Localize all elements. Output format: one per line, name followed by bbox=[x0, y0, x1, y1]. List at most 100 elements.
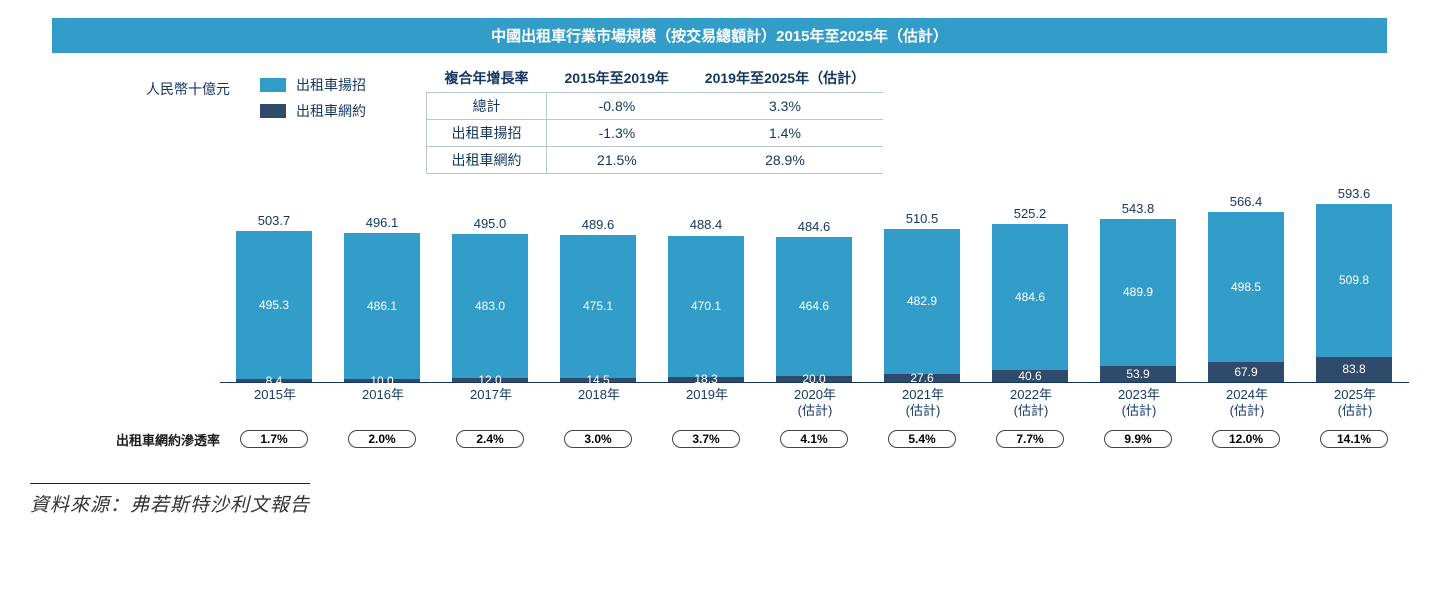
penetration-pill: 14.1% bbox=[1320, 430, 1388, 448]
growth-row-c2: 28.9% bbox=[687, 147, 883, 174]
penetration-cell: 3.0% bbox=[544, 430, 652, 448]
bar-slot: 488.4 18.3470.1 bbox=[652, 202, 760, 382]
bar-stack: 14.5475.1 bbox=[560, 235, 636, 382]
bar-total-label: 484.6 bbox=[760, 219, 868, 234]
growth-col-2: 2019年至2025年（估計） bbox=[687, 65, 883, 93]
bar-stack: 12.0483.0 bbox=[452, 234, 528, 382]
bar-stack: 67.9498.5 bbox=[1208, 212, 1284, 382]
bar-segment-hail: 498.5 bbox=[1208, 212, 1284, 362]
bar-segment-online: 27.6 bbox=[884, 374, 960, 382]
source-separator bbox=[30, 483, 310, 484]
bar-stack: 53.9489.9 bbox=[1100, 219, 1176, 382]
bar-segment-online: 67.9 bbox=[1208, 362, 1284, 382]
growth-row-c1: -0.8% bbox=[547, 93, 687, 120]
xaxis-label: 2017年 bbox=[437, 387, 545, 420]
growth-row-name: 總計 bbox=[427, 93, 547, 120]
bar-segment-online: 10.0 bbox=[344, 379, 420, 382]
penetration-cell: 2.0% bbox=[328, 430, 436, 448]
growth-row-name: 出租車網約 bbox=[427, 147, 547, 174]
xaxis-label: 2023年(估計) bbox=[1085, 387, 1193, 420]
bar-slot: 495.012.0483.0 bbox=[436, 202, 544, 382]
legend-label-online: 出租車網約 bbox=[296, 101, 366, 121]
xaxis-label: 2019年 bbox=[653, 387, 761, 420]
bar-total-label: 510.5 bbox=[868, 211, 976, 226]
penetration-label: 出租車網約滲透率 bbox=[30, 430, 220, 449]
penetration-cell: 4.1% bbox=[760, 430, 868, 448]
bar-slot: 510.5 27.6482.9 bbox=[868, 202, 976, 382]
penetration-pill: 3.7% bbox=[672, 430, 740, 448]
growth-col-metric: 複合年增長率 bbox=[427, 65, 547, 93]
bar-slot: 489.6 14.5475.1 bbox=[544, 202, 652, 382]
penetration-cell: 5.4% bbox=[868, 430, 976, 448]
bar-total-label: 503.7 bbox=[220, 213, 328, 228]
bar-stack: 18.3470.1 bbox=[668, 236, 744, 383]
bar-stack: 10.0486.1 bbox=[344, 233, 420, 382]
xaxis-label: 2022年(估計) bbox=[977, 387, 1085, 420]
upper-row: 人民幣十億元 出租車揚招 出租車網約 複合年增長率 2015年至2019年 20… bbox=[30, 65, 1409, 174]
bar-total-label: 525.2 bbox=[976, 206, 1084, 221]
bar-slot: 525.2 40.6484.6 bbox=[976, 202, 1084, 382]
bar-slot: 484.6 20.0464.6 bbox=[760, 202, 868, 382]
legend-item-online: 出租車網約 bbox=[260, 101, 366, 121]
xaxis-label: 2020年(估計) bbox=[761, 387, 869, 420]
bar-stack: 83.8509.8 bbox=[1316, 204, 1392, 382]
bar-total-label: 489.6 bbox=[544, 217, 652, 232]
xaxis-label: 2021年(估計) bbox=[869, 387, 977, 420]
penetration-pill: 9.9% bbox=[1104, 430, 1172, 448]
bar-segment-online: 83.8 bbox=[1316, 357, 1392, 382]
penetration-cell: 7.7% bbox=[976, 430, 1084, 448]
bar-segment-hail: 486.1 bbox=[344, 233, 420, 379]
growth-row-c1: 21.5% bbox=[547, 147, 687, 174]
penetration-pill: 12.0% bbox=[1212, 430, 1280, 448]
bar-segment-hail: 470.1 bbox=[668, 236, 744, 377]
growth-row-c2: 1.4% bbox=[687, 120, 883, 147]
penetration-pill: 7.7% bbox=[996, 430, 1064, 448]
penetration-pill: 1.7% bbox=[240, 430, 308, 448]
bar-slot: 543.8 53.9489.9 bbox=[1084, 202, 1192, 382]
bar-segment-online: 12.0 bbox=[452, 378, 528, 382]
bar-stack: 8.4495.3 bbox=[236, 231, 312, 382]
bar-segment-online: 18.3 bbox=[668, 377, 744, 382]
bar-segment-hail: 482.9 bbox=[884, 229, 960, 374]
penetration-cell: 14.1% bbox=[1300, 430, 1408, 448]
legend: 出租車揚招 出租車網約 bbox=[260, 65, 366, 121]
penetration-cell: 2.4% bbox=[436, 430, 544, 448]
bar-segment-hail: 483.0 bbox=[452, 234, 528, 379]
penetration-pill: 3.0% bbox=[564, 430, 632, 448]
growth-row-name: 出租車揚招 bbox=[427, 120, 547, 147]
bar-segment-online: 8.4 bbox=[236, 379, 312, 382]
legend-item-hail: 出租車揚招 bbox=[260, 75, 366, 95]
xaxis-label: 2016年 bbox=[329, 387, 437, 420]
growth-row-c2: 3.3% bbox=[687, 93, 883, 120]
penetration-cell: 1.7% bbox=[220, 430, 328, 448]
bar-segment-hail: 489.9 bbox=[1100, 219, 1176, 366]
penetration-pill: 2.4% bbox=[456, 430, 524, 448]
bar-segment-online: 40.6 bbox=[992, 370, 1068, 382]
bar-total-label: 488.4 bbox=[652, 217, 760, 232]
penetration-cell: 9.9% bbox=[1084, 430, 1192, 448]
bar-slot: 496.1 10.0486.1 bbox=[328, 202, 436, 382]
bar-segment-online: 14.5 bbox=[560, 378, 636, 382]
xaxis-label: 2024年(估計) bbox=[1193, 387, 1301, 420]
xaxis-label: 2018年 bbox=[545, 387, 653, 420]
source-text: 資料來源：弗若斯特沙利文報告 bbox=[30, 490, 1409, 517]
bar-segment-online: 20.0 bbox=[776, 376, 852, 382]
bar-stack: 20.0464.6 bbox=[776, 237, 852, 382]
bar-total-label: 566.4 bbox=[1192, 194, 1300, 209]
bar-slot: 566.467.9498.5 bbox=[1192, 202, 1300, 382]
bar-slot: 593.683.8509.8 bbox=[1300, 202, 1408, 382]
penetration-pill: 2.0% bbox=[348, 430, 416, 448]
bar-segment-online: 53.9 bbox=[1100, 366, 1176, 382]
y-axis-label: 人民幣十億元 bbox=[30, 65, 260, 99]
legend-swatch-hail bbox=[260, 78, 286, 92]
bar-segment-hail: 484.6 bbox=[992, 224, 1068, 369]
penetration-pill: 5.4% bbox=[888, 430, 956, 448]
bar-segment-hail: 475.1 bbox=[560, 235, 636, 378]
xaxis-label: 2015年 bbox=[221, 387, 329, 420]
bar-segment-hail: 464.6 bbox=[776, 237, 852, 376]
penetration-pill: 4.1% bbox=[780, 430, 848, 448]
bar-total-label: 543.8 bbox=[1084, 201, 1192, 216]
legend-label-hail: 出租車揚招 bbox=[296, 75, 366, 95]
penetration-cell: 12.0% bbox=[1192, 430, 1300, 448]
bar-total-label: 496.1 bbox=[328, 215, 436, 230]
